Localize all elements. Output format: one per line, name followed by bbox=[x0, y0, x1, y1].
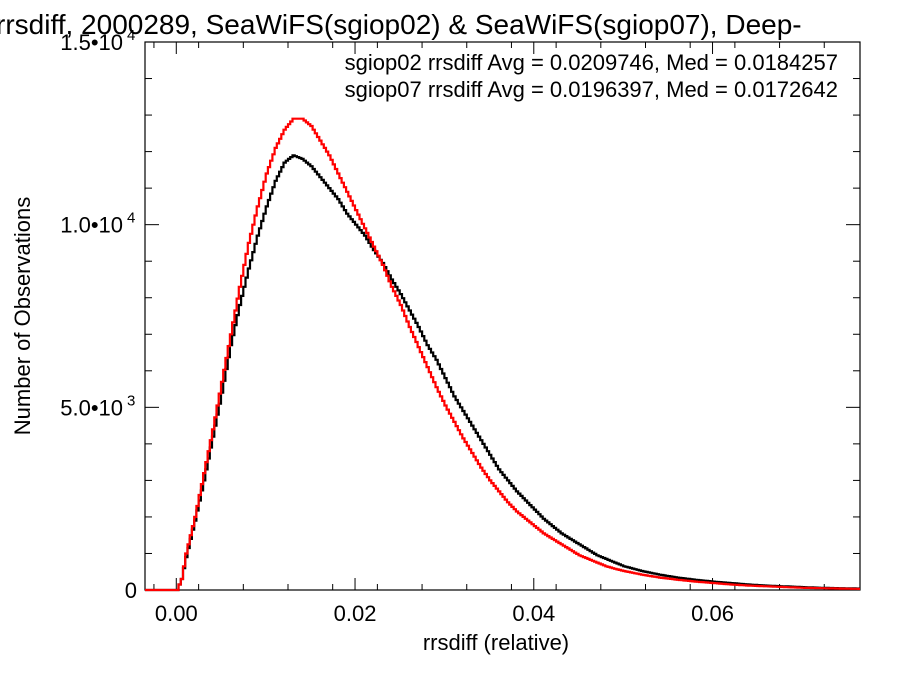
y-tick-mantissa: 5.0•10 bbox=[60, 395, 123, 420]
y-tick-mantissa: 1.0•10 bbox=[60, 213, 123, 238]
series-line-sgiop02 bbox=[145, 154, 860, 592]
x-axis-label: rrsdiff (relative) bbox=[423, 630, 569, 655]
y-tick-exponent: 3 bbox=[127, 392, 135, 409]
x-tick-label: 0.04 bbox=[512, 601, 555, 626]
x-tick-label: 0.00 bbox=[155, 601, 198, 626]
y-tick-label: 1.0•10 bbox=[60, 213, 123, 238]
y-tick-mantissa: 0 bbox=[125, 578, 137, 603]
series-line-sgiop07 bbox=[145, 117, 860, 592]
y-tick-label: 1.5•10 bbox=[60, 30, 123, 55]
y-tick-label: 5.0•10 bbox=[60, 395, 123, 420]
y-axis-label: Number of Observations bbox=[10, 197, 35, 435]
chart-title: rrsdiff, 2000289, SeaWiFS(sgiop02) & Sea… bbox=[0, 9, 802, 40]
series-layer bbox=[145, 117, 860, 592]
y-tick-mantissa: 1.5•10 bbox=[60, 30, 123, 55]
y-tick-exponent: 4 bbox=[127, 210, 135, 227]
y-tick-label: 0 bbox=[125, 578, 137, 603]
legend-entry-sgiop02: sgiop02 rrsdiff Avg = 0.0209746, Med = 0… bbox=[345, 50, 838, 75]
legend-entry-sgiop07: sgiop07 rrsdiff Avg = 0.0196397, Med = 0… bbox=[345, 77, 838, 102]
y-tick-exponent: 4 bbox=[127, 27, 135, 44]
x-tick-label: 0.02 bbox=[334, 601, 377, 626]
plot-frame bbox=[144, 41, 861, 591]
x-tick-label: 0.06 bbox=[691, 601, 734, 626]
